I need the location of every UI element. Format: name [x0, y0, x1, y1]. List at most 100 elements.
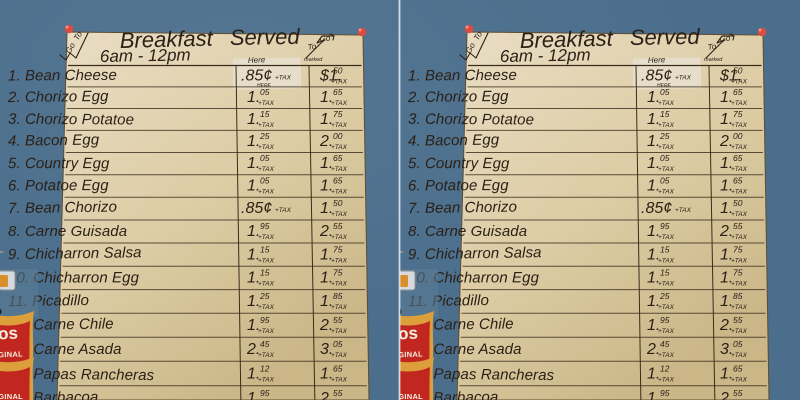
svg-text:75: 75 — [333, 268, 343, 278]
svg-text:+TAX: +TAX — [658, 304, 675, 311]
svg-text:HERE: HERE — [657, 83, 672, 89]
svg-text:3. Chorizo Potatoe: 3. Chorizo Potatoe — [408, 111, 534, 129]
svg-text:6am - 12pm: 6am - 12pm — [100, 45, 191, 66]
svg-text:+TAX: +TAX — [731, 144, 748, 151]
svg-text:00: 00 — [333, 131, 343, 141]
svg-text:+TAX: +TAX — [258, 234, 275, 241]
svg-text:+TAX: +TAX — [731, 166, 748, 173]
svg-text:12: 12 — [260, 363, 270, 373]
svg-text:65: 65 — [333, 153, 343, 163]
svg-text:8. Carne Guisada: 8. Carne Guisada — [8, 223, 127, 240]
svg-text:3. Chorizo Potatoe: 3. Chorizo Potatoe — [8, 111, 134, 129]
svg-text:.85¢: .85¢ — [241, 68, 272, 85]
svg-text:+TAX: +TAX — [731, 189, 748, 196]
svg-text:1. Bean Cheese: 1. Bean Cheese — [8, 67, 117, 85]
svg-text:+TAX: +TAX — [675, 75, 692, 82]
svg-text:+TAX: +TAX — [275, 207, 292, 214]
svg-text:25: 25 — [259, 131, 270, 141]
svg-text:15: 15 — [660, 268, 670, 278]
svg-text:HERE: HERE — [257, 83, 272, 89]
svg-text:+TAX: +TAX — [258, 352, 275, 359]
svg-text:itos: itos — [400, 323, 418, 344]
svg-text:ORIGINAL: ORIGINAL — [0, 349, 23, 359]
svg-text:85: 85 — [733, 291, 743, 301]
svg-text:+TAX: +TAX — [331, 257, 348, 264]
svg-text:+TAX: +TAX — [658, 281, 675, 288]
svg-text:12: 12 — [660, 363, 670, 373]
svg-text:45: 45 — [660, 339, 670, 349]
svg-text:55: 55 — [333, 388, 343, 398]
svg-text:+TAX: +TAX — [731, 257, 748, 264]
svg-text:+TAX: +TAX — [258, 122, 275, 129]
svg-text:00: 00 — [733, 131, 743, 141]
svg-text:65: 65 — [733, 153, 743, 163]
svg-text:+TAX: +TAX — [658, 257, 675, 264]
svg-text:05: 05 — [660, 153, 670, 163]
svg-text:+TAX: +TAX — [331, 189, 348, 196]
svg-text:25: 25 — [659, 131, 670, 141]
svg-text:ORIGINAL: ORIGINAL — [400, 349, 423, 359]
svg-text:+TAX: +TAX — [658, 328, 675, 335]
svg-text:2. Chorizo Egg: 2. Chorizo Egg — [407, 88, 509, 106]
svg-text:25: 25 — [259, 291, 270, 301]
svg-text:65: 65 — [733, 87, 743, 97]
svg-text:+TAX: +TAX — [331, 100, 348, 107]
svg-text:+TAX: +TAX — [731, 122, 748, 129]
svg-text:50: 50 — [333, 66, 343, 76]
svg-text:75: 75 — [733, 109, 743, 119]
svg-text:ORIGINAL: ORIGINAL — [0, 392, 23, 400]
svg-text:4. Bacon Egg: 4. Bacon Egg — [8, 131, 100, 149]
svg-text:+TAX: +TAX — [731, 281, 748, 288]
svg-text:75: 75 — [333, 244, 343, 254]
svg-text:65: 65 — [333, 87, 343, 97]
svg-text:+TAX: +TAX — [658, 144, 675, 151]
svg-text:+TAX: +TAX — [331, 304, 348, 311]
svg-text:45: 45 — [260, 339, 270, 349]
svg-text:8. Carne Guisada: 8. Carne Guisada — [408, 223, 527, 240]
svg-text:2. Chorizo Egg: 2. Chorizo Egg — [7, 88, 109, 106]
svg-text:+TAX: +TAX — [658, 352, 675, 359]
svg-text:+TAX: +TAX — [258, 281, 275, 288]
svg-text:+TAX: +TAX — [258, 328, 275, 335]
svg-text:50: 50 — [333, 198, 343, 208]
svg-text:2.: 2. — [719, 390, 733, 400]
svg-text:+TAX: +TAX — [675, 207, 692, 214]
svg-text:5. Country Egg: 5. Country Egg — [408, 155, 510, 172]
svg-text:+TAX: +TAX — [658, 100, 675, 107]
svg-text:Here: Here — [248, 55, 266, 65]
svg-text:.85¢: .85¢ — [641, 200, 672, 217]
svg-text:+TAX: +TAX — [258, 304, 275, 311]
svg-text:65: 65 — [333, 363, 343, 373]
svg-text:05: 05 — [260, 153, 270, 163]
svg-text:+TAX: +TAX — [331, 328, 348, 335]
svg-text:95: 95 — [660, 315, 670, 325]
svg-text:itos: itos — [0, 323, 18, 344]
svg-text:6am - 12pm: 6am - 12pm — [500, 45, 591, 66]
svg-text:ORIGINAL: ORIGINAL — [400, 392, 423, 400]
svg-text:25: 25 — [659, 291, 670, 301]
svg-text:Served: Served — [630, 24, 701, 50]
svg-text:95: 95 — [260, 315, 270, 325]
svg-text:Served: Served — [230, 24, 301, 50]
svg-text:6. Potatoe Egg: 6. Potatoe Egg — [8, 177, 109, 194]
svg-text:1.: 1. — [247, 390, 260, 400]
svg-text:+TAX: +TAX — [731, 100, 748, 107]
svg-text:15: 15 — [660, 244, 670, 254]
svg-text:Here: Here — [648, 55, 666, 65]
svg-text:+TAX: +TAX — [331, 281, 348, 288]
svg-text:+TAX: +TAX — [258, 376, 275, 383]
svg-text:05: 05 — [660, 176, 670, 186]
svg-text:+TAX: +TAX — [331, 79, 348, 86]
svg-text:marked: marked — [704, 57, 723, 63]
svg-text:15: 15 — [260, 109, 270, 119]
svg-text:15: 15 — [660, 109, 670, 119]
svg-text:15: 15 — [260, 244, 270, 254]
svg-text:55: 55 — [733, 388, 743, 398]
svg-text:1. Bean Cheese: 1. Bean Cheese — [408, 67, 517, 85]
svg-text:85: 85 — [333, 291, 343, 301]
svg-text:1.: 1. — [647, 390, 660, 400]
svg-text:+TAX: +TAX — [731, 352, 748, 359]
svg-text:05: 05 — [333, 339, 343, 349]
svg-text:+TAX: +TAX — [731, 234, 748, 241]
svg-text:75: 75 — [733, 244, 743, 254]
